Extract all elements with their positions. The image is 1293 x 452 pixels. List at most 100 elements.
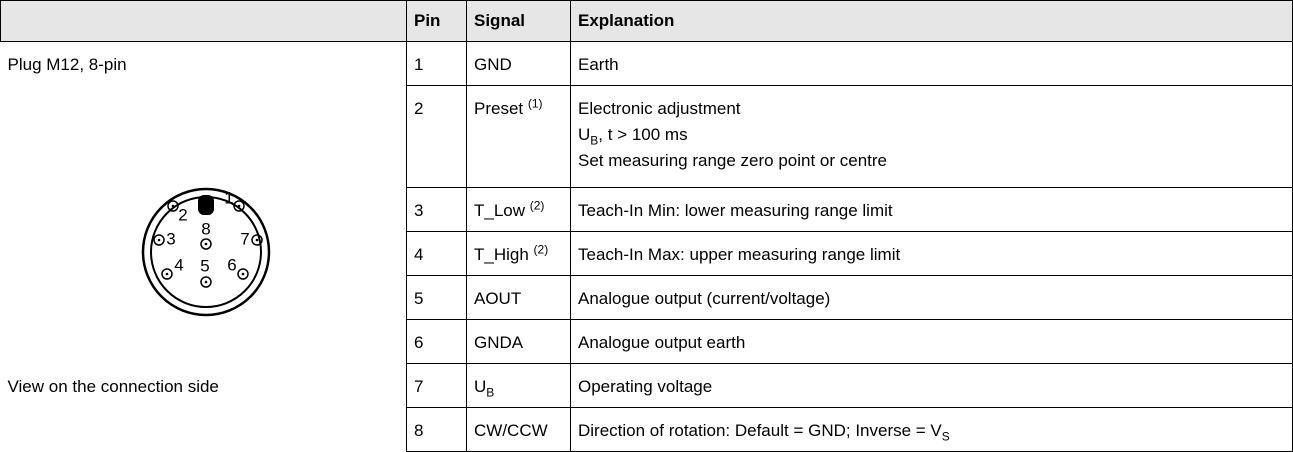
pin-label: 2 <box>178 205 187 224</box>
text: AOUT <box>474 289 522 308</box>
explanation-line: Electronic adjustment <box>578 96 1285 122</box>
superscript: (2) <box>533 242 549 257</box>
subscript: S <box>941 429 950 444</box>
pin-dot <box>237 204 240 208</box>
pin-label: 5 <box>200 256 209 275</box>
explanation-line: Teach-In Min: lower measuring range limi… <box>578 198 1285 224</box>
pin-label: 3 <box>166 229 175 248</box>
signal-cell: UB <box>466 363 571 408</box>
text: T_Low <box>474 201 530 220</box>
explanation-line: Teach-In Max: upper measuring range limi… <box>578 242 1285 268</box>
pin-dot <box>241 272 244 276</box>
explanation-line: Operating voltage <box>578 374 1285 400</box>
outer-ring <box>141 187 270 317</box>
header-cell: Explanation <box>570 0 1293 42</box>
pin-cell: 7 <box>406 363 467 408</box>
superscript: (2) <box>529 198 545 213</box>
text: Operating voltage <box>578 377 713 396</box>
row: 5 AOUT Analogue output (current/voltage) <box>1 275 1293 320</box>
text: Teach-In Max: upper measuring range limi… <box>578 245 901 264</box>
pin-cell: 1 <box>406 41 467 86</box>
key-notch <box>197 195 214 215</box>
row: 4 T_High (2) Teach-In Max: upper measuring… <box>1 231 1293 276</box>
pin-label: 7 <box>240 229 249 248</box>
row: Plug M12, 8-pin View on the connection si… <box>0 41 1293 452</box>
header-cell: Pin <box>406 0 467 42</box>
pin-contact <box>250 234 263 246</box>
pin-cell: 6 <box>406 319 467 364</box>
explanation-line: Analogue output earth <box>578 330 1285 356</box>
explanation-line: Direction of rotation: Default = GND; In… <box>578 418 1285 444</box>
signal-cell: GND <box>466 41 571 86</box>
pin-dot <box>165 272 168 276</box>
pin-label: 1 <box>224 188 233 207</box>
explanation-cell: Operating voltage <box>570 363 1293 408</box>
plug-title: Plug M12, 8-pin <box>7 55 127 74</box>
pin-cell: 8 <box>406 407 467 452</box>
signal-cell: Preset (1) <box>466 85 571 188</box>
pin-contact <box>236 268 249 280</box>
pin-dot <box>204 242 207 246</box>
pin-contact <box>199 238 212 250</box>
text: GNDA <box>474 333 524 352</box>
pin-contact <box>166 200 179 212</box>
explanation-line: Earth <box>578 52 1285 78</box>
explanation-cell: Earth <box>570 41 1293 86</box>
pin-contact <box>160 268 173 280</box>
row: 2 Preset (1) Electronic adjustment UB, t > … <box>1 85 1293 188</box>
text: Set measuring range zero point or centre <box>578 151 888 170</box>
row: 6 GNDA Analogue output earth <box>1 319 1293 364</box>
explanation-cell: Teach-In Min: lower measuring range limi… <box>570 187 1293 232</box>
signal-cell: CW/CCW <box>466 407 571 452</box>
pin-dot <box>255 238 258 242</box>
explanation-line: Analogue output (current/voltage) <box>578 286 1285 312</box>
subscript: B <box>486 385 495 400</box>
signal-cell: T_High (2) <box>466 231 571 276</box>
signal-cell: AOUT <box>466 275 571 320</box>
subscript: B <box>590 133 599 148</box>
explanation-cell: Analogue output (current/voltage) <box>570 275 1293 320</box>
pin-label: 4 <box>174 255 183 274</box>
pin-cell: 3 <box>406 187 467 232</box>
text: T_High <box>474 245 534 264</box>
explanation-cell: Teach-In Max: upper measuring range limi… <box>570 231 1293 276</box>
text: CW/CCW <box>474 421 548 440</box>
text: Teach-In Min: lower measuring range limi… <box>578 201 893 220</box>
pin-contact <box>199 276 212 288</box>
pin-cell: 5 <box>406 275 467 320</box>
pin-dot <box>204 280 207 284</box>
text: Earth <box>578 55 619 74</box>
pin-cell: 4 <box>406 231 467 276</box>
header-cell: Signal <box>466 0 571 42</box>
pin-label: 8 <box>201 219 210 238</box>
text: Analogue output earth <box>578 333 746 352</box>
text: Analogue output (current/voltage) <box>578 289 831 308</box>
explanation-cell: Analogue output earth <box>570 319 1293 364</box>
text: U <box>578 125 591 144</box>
text: , t > 100 ms <box>598 125 688 144</box>
plug-cell: Plug M12, 8-pin View on the connection si… <box>0 41 407 452</box>
connector-diagram: 1 23 4 5 67 8 <box>141 187 270 317</box>
pin-dot <box>157 238 160 242</box>
pin-cell: 2 <box>406 85 467 188</box>
plug-caption: View on the connection side <box>7 377 219 396</box>
explanation-line: Set measuring range zero point or centre <box>578 148 1285 174</box>
explanation-cell: Electronic adjustment UB, t > 100 ms Set m… <box>570 85 1293 188</box>
explanation-cell: Direction of rotation: Default = GND; In… <box>570 407 1293 452</box>
pin-contact <box>232 200 245 212</box>
header-cell <box>0 0 407 42</box>
signal-cell: GNDA <box>466 319 571 364</box>
text: Preset <box>474 99 528 118</box>
row: 7 UB Operating voltage <box>1 363 1293 408</box>
text: Direction of rotation: Default = GND; In… <box>578 421 942 440</box>
text: U <box>474 377 487 396</box>
text: Electronic adjustment <box>578 99 741 118</box>
text: GND <box>474 55 512 74</box>
row: 3 T_Low (2) Teach-In Min: lower measuring … <box>1 187 1293 232</box>
explanation-line: UB, t > 100 ms <box>578 122 1285 148</box>
header-row: Pin Signal Explanation <box>0 0 1293 42</box>
pin-contact <box>152 234 165 246</box>
pin-label: 6 <box>227 255 236 274</box>
